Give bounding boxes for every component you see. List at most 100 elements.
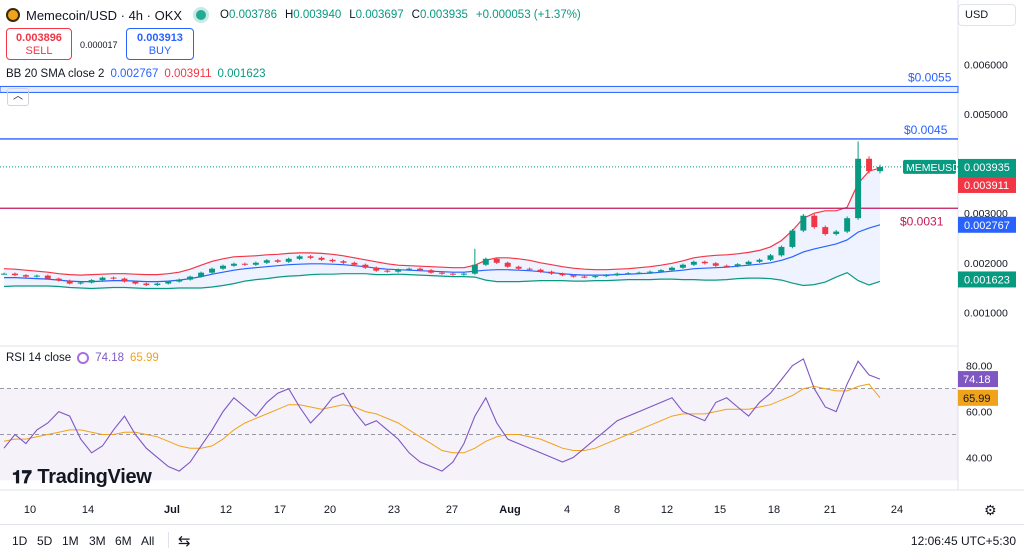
candle-body	[844, 218, 851, 232]
candle-body	[636, 272, 643, 274]
candle-body	[592, 276, 599, 278]
candle-body	[460, 273, 467, 275]
candle-body	[198, 272, 205, 277]
level-label: $0.0045	[904, 123, 948, 137]
candle-body	[11, 273, 18, 276]
open-value: 0.003786	[229, 9, 277, 21]
tradingview-mark-icon: 𝟏𝟕	[12, 467, 32, 487]
bb-legend-name: BB 20 SMA close 2	[6, 68, 105, 80]
candle-body	[121, 278, 128, 282]
candle-body	[471, 264, 478, 274]
candle-body	[351, 262, 358, 265]
candle-body	[712, 263, 719, 266]
buy-button[interactable]: 0.003913 BUY	[126, 28, 194, 60]
candle-body	[603, 275, 610, 277]
candle-body	[877, 166, 883, 172]
time-tick-label: 15	[714, 504, 726, 516]
candle-body	[1, 273, 7, 275]
candle-body	[570, 275, 577, 277]
time-tick-label: 12	[220, 504, 232, 516]
candle-body	[658, 270, 664, 272]
candle-body	[154, 283, 161, 286]
rsi-value: 74.18	[95, 352, 124, 364]
time-tick-label: 27	[446, 504, 458, 516]
bb-legend[interactable]: BB 20 SMA close 2 0.002767 0.003911 0.00…	[6, 68, 266, 80]
candle-body	[44, 275, 51, 279]
time-tick-label: 14	[82, 504, 94, 516]
candle-body	[285, 258, 292, 262]
candle-body	[745, 261, 752, 265]
candle-body	[855, 158, 862, 219]
buy-label: BUY	[148, 45, 172, 57]
bottom-toolbar: 1D 5D 1M 3M 6M All ⇆ 12:06:45 UTC+5:30	[0, 524, 1024, 555]
bb-mid-price-label-box	[958, 216, 1016, 233]
rsi-legend[interactable]: RSI 14 close 74.18 65.99	[6, 352, 159, 364]
price-tick-label: 0.001000	[964, 307, 1008, 319]
low-value: 0.003697	[355, 9, 404, 21]
horizontal-lines[interactable]: $0.0055 $0.0045 $0.0031	[0, 70, 959, 228]
rsi-tick-label: 40.00	[966, 452, 992, 464]
candle-body	[77, 282, 84, 284]
bb-lower-price-label-box	[958, 271, 1016, 288]
time-tick-label: 20	[324, 504, 336, 516]
candle-body	[449, 273, 456, 275]
close-value: 0.003935	[419, 9, 468, 21]
rsi-legend-name: RSI 14 close	[6, 352, 72, 364]
candle-body	[537, 269, 544, 272]
candle-body	[439, 272, 445, 274]
candle-body	[581, 276, 588, 278]
bb-upper-line	[3, 167, 881, 276]
candle-body	[723, 265, 730, 267]
candle-body	[241, 263, 248, 265]
range-all-button[interactable]: All	[141, 534, 155, 548]
rsi-ma-value: 65.99	[129, 352, 159, 364]
high-key: H	[284, 9, 294, 21]
candle-body	[428, 270, 435, 273]
collapse-legend-button[interactable]: ︿	[7, 88, 29, 106]
indicator-settings-icon[interactable]	[77, 352, 90, 364]
candle-body	[230, 263, 237, 266]
rsi-ma-line	[3, 383, 881, 454]
time-axis[interactable]: 10 14 Jul 12 17 20 23 27 Aug 4 8 12 15 18 21 24	[24, 504, 903, 516]
candle-body	[33, 275, 40, 277]
candle-body	[362, 264, 369, 268]
open-key: O	[220, 9, 229, 21]
sell-button[interactable]: 0.003896 SELL	[6, 28, 72, 60]
range-5d-button[interactable]: 5D	[37, 534, 53, 548]
clock-display[interactable]: 12:06:45 UTC+5:30	[910, 534, 1016, 548]
candle-body	[176, 279, 183, 282]
rsi-tick-label: 80.00	[966, 361, 992, 373]
candle-body	[22, 275, 29, 277]
candle-body	[559, 273, 566, 276]
currency-select[interactable]: USD	[958, 4, 1016, 26]
candle-body	[482, 258, 489, 265]
candle-body	[417, 268, 424, 271]
time-tick-label: 12	[661, 504, 673, 516]
candle-body	[625, 273, 632, 275]
calendar-range-icon[interactable]: ⇆	[178, 533, 191, 550]
candle-body	[767, 255, 774, 260]
range-1d-button[interactable]: 1D	[12, 534, 28, 548]
candle-body	[668, 267, 675, 271]
tradingview-logo[interactable]: 𝟏𝟕 TradingView	[12, 466, 152, 489]
bb-upper-price-label: 0.003911	[964, 180, 1009, 192]
candle-body	[143, 283, 150, 286]
range-6m-button[interactable]: 6M	[115, 534, 132, 548]
level-band-0.0055[interactable]	[0, 85, 959, 93]
range-1m-button[interactable]: 1M	[62, 534, 79, 548]
change-value: +0.000053 (+1.37%)	[475, 9, 581, 21]
bb-lower-line	[3, 272, 881, 290]
candle-body	[384, 270, 391, 272]
chevron-up-icon: ︿	[13, 91, 23, 102]
gear-icon[interactable]: ⚙	[984, 502, 997, 518]
candle-body	[690, 261, 697, 265]
range-3m-button[interactable]: 3M	[89, 534, 106, 548]
price-axis[interactable]: 0.0060000.0050000.0030000.0020000.001000…	[903, 60, 1016, 465]
candle-body	[340, 261, 347, 263]
candle-body	[822, 227, 829, 235]
candle-body	[88, 280, 95, 283]
symbol-title[interactable]: Memecoin/USD · 4h · OKX	[26, 7, 183, 23]
candle-body	[679, 264, 686, 268]
bb-upper-value: 0.003911	[164, 68, 212, 80]
